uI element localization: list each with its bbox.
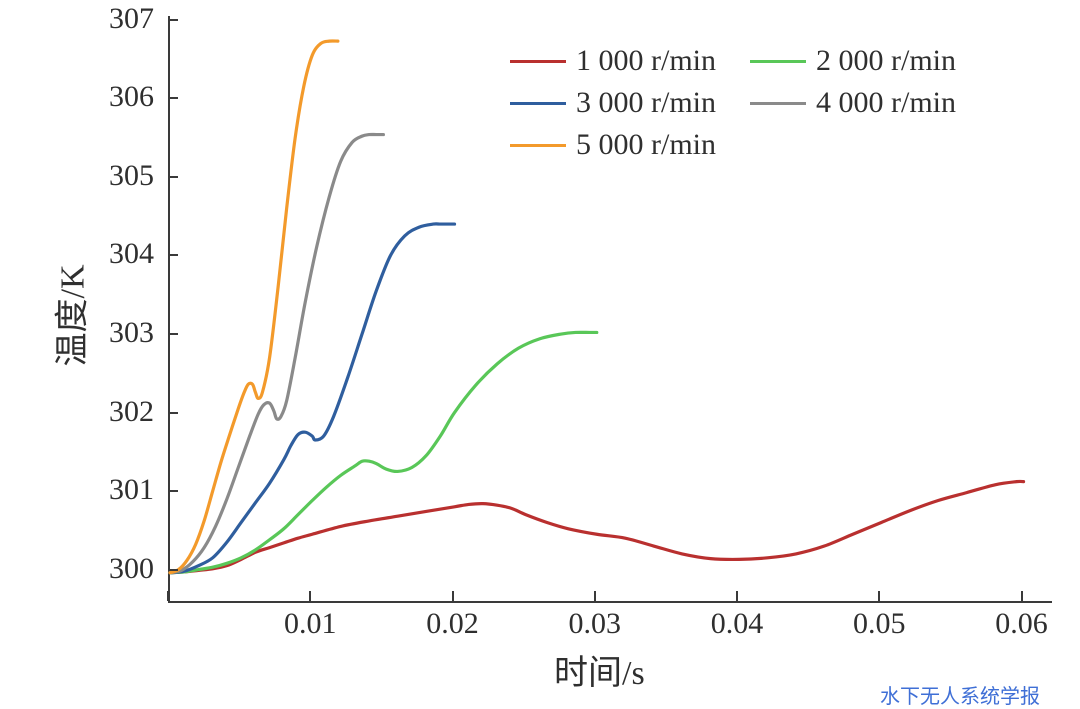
y-tick xyxy=(168,97,178,99)
legend: 1 000 r/min 2 000 r/min 3 000 r/min 4 000 r… xyxy=(510,40,990,166)
legend-swatch xyxy=(510,102,566,105)
series-line xyxy=(170,481,1024,572)
y-tick-label: 301 xyxy=(90,473,154,507)
x-tick xyxy=(1021,591,1023,601)
x-tick xyxy=(167,591,169,601)
y-tick xyxy=(168,569,178,571)
legend-swatch xyxy=(750,102,806,105)
y-tick-label: 304 xyxy=(90,237,154,271)
x-tick xyxy=(309,591,311,601)
y-tick xyxy=(168,412,178,414)
series-line xyxy=(170,134,383,572)
legend-label: 4 000 r/min xyxy=(816,86,956,120)
legend-swatch xyxy=(510,60,566,63)
x-tick-label: 0.05 xyxy=(853,607,906,641)
legend-row: 1 000 r/min 2 000 r/min xyxy=(510,40,990,82)
y-tick xyxy=(168,490,178,492)
legend-swatch xyxy=(750,60,806,63)
x-tick-label: 0.04 xyxy=(711,607,764,641)
y-tick xyxy=(168,19,178,21)
series-line xyxy=(170,41,338,573)
legend-label: 5 000 r/min xyxy=(576,128,716,162)
legend-label: 1 000 r/min xyxy=(576,44,716,78)
y-tick-label: 302 xyxy=(90,395,154,429)
watermark-text: 水下无人系统学报 xyxy=(880,680,1040,709)
x-tick xyxy=(878,591,880,601)
x-tick-label: 0.03 xyxy=(569,607,622,641)
legend-label: 3 000 r/min xyxy=(576,86,716,120)
y-tick xyxy=(168,333,178,335)
x-tick xyxy=(736,591,738,601)
y-tick xyxy=(168,176,178,178)
x-tick-label: 0.01 xyxy=(284,607,337,641)
legend-swatch xyxy=(510,144,566,147)
x-axis-label: 时间/s xyxy=(554,645,645,694)
y-tick xyxy=(168,254,178,256)
y-tick-label: 307 xyxy=(90,2,154,36)
legend-row: 5 000 r/min xyxy=(510,124,990,166)
x-tick-label: 0.06 xyxy=(995,607,1048,641)
y-axis-label: 温度/K xyxy=(45,264,94,366)
x-tick-label: 0.02 xyxy=(426,607,479,641)
legend-row: 3 000 r/min 4 000 r/min xyxy=(510,82,990,124)
chart-container: 温度/K 时间/s 1 000 r/min 2 000 r/min 3 000 r/… xyxy=(0,0,1080,703)
x-tick xyxy=(452,591,454,601)
y-tick-label: 305 xyxy=(90,159,154,193)
legend-label: 2 000 r/min xyxy=(816,44,956,78)
y-tick-label: 306 xyxy=(90,80,154,114)
y-tick-label: 300 xyxy=(90,552,154,586)
x-tick xyxy=(594,591,596,601)
series-line xyxy=(170,224,455,573)
y-tick-label: 303 xyxy=(90,316,154,350)
series-line xyxy=(170,332,597,572)
